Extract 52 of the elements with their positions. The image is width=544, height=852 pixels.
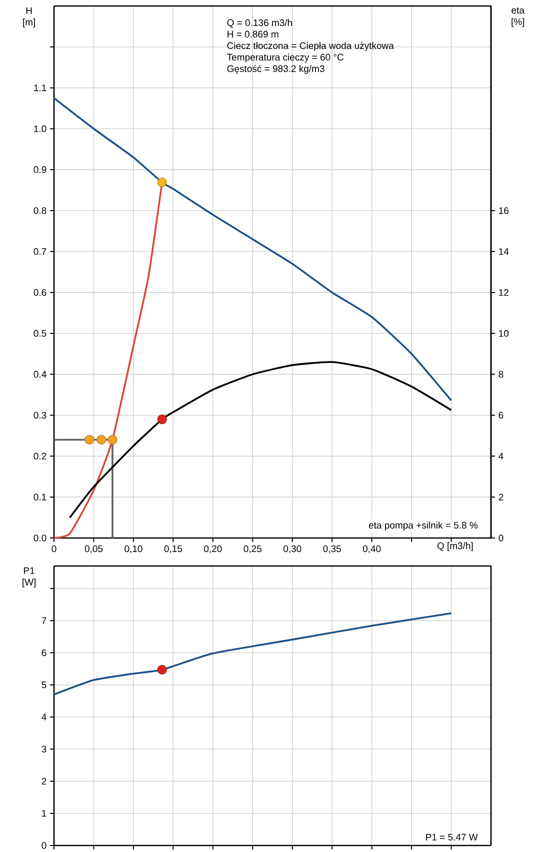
x-tick-label: 0,35 (323, 545, 341, 554)
y-tick-label: 0.7 (34, 248, 46, 255)
y-tick-label: 1.1 (34, 84, 46, 92)
x-tick-label: 0,05 (84, 545, 103, 554)
y2-tick-label: 10 (499, 330, 509, 337)
y2-tick-label: 14 (499, 248, 509, 255)
y2-tick-label: 2 (498, 494, 504, 500)
annotation: P1 = 5.47 W (426, 834, 478, 841)
y-tick-label: 0.6 (34, 289, 46, 296)
y-axis-title: H [m] (23, 7, 35, 28)
y-tick-label: 5 (42, 682, 46, 688)
annotation: Q = 0.136 m3/h (227, 19, 292, 28)
y-tick-label: 0 (42, 842, 46, 849)
line-series (68, 361, 452, 518)
y-tick-label: 0.3 (34, 412, 46, 419)
x-tick-label: 0,25 (244, 545, 262, 554)
y-tick-label: 1.0 (34, 125, 46, 132)
annotation: eta pompa +silnik = 5.8 % (368, 522, 478, 530)
x-tick-label: 0,30 (283, 545, 302, 554)
y-tick-label: 0.1 (34, 494, 46, 500)
y-tick-label: 0.8 (34, 207, 46, 214)
x-tick-label: 0,20 (204, 545, 222, 554)
y-axis-title: P1 [W] (22, 567, 36, 588)
x-tick-label: 0,40 (362, 545, 381, 554)
y-tick-label: 0.0 (34, 534, 46, 542)
y-tick-label: 0.9 (34, 166, 46, 174)
y2-tick-label: 6 (498, 412, 504, 419)
x-tick-label: 0,10 (124, 545, 142, 554)
y2-tick-label: 4 (498, 452, 504, 460)
y-tick-label: 0.4 (34, 370, 46, 378)
y-tick-label: 7 (42, 617, 46, 624)
y-tick-label: 1 (42, 810, 46, 817)
y2-tick-label: 16 (499, 207, 509, 214)
annotation: Gęstość = 983.2 kg/m3 (227, 64, 324, 74)
annotation: Ciecz tłoczona = Ciepła woda użytkowa (227, 42, 394, 51)
y-tick-label: 6 (42, 649, 46, 656)
y2-axis-title: eta [%] (512, 7, 524, 27)
y2-tick-label: 0 (498, 534, 504, 542)
x-tick-label: 0,15 (164, 545, 182, 554)
y-tick-label: 3 (42, 746, 46, 752)
y-tick-label: 2 (42, 778, 46, 785)
y-tick-label: 0.5 (34, 330, 46, 337)
line-series (53, 97, 452, 402)
annotation: Temperatura cieczy = 60 °C (227, 54, 344, 62)
y-tick-label: 0.2 (34, 452, 46, 460)
x-tick-label: 0 (52, 545, 56, 552)
y2-tick-label: 8 (498, 370, 504, 378)
y-tick-label: 4 (42, 714, 46, 720)
line-series (53, 612, 452, 696)
y2-tick-label: 12 (499, 289, 508, 296)
annotation: H = 0.869 m (228, 30, 278, 38)
x-axis-title: Q [m3/h] (437, 542, 473, 552)
